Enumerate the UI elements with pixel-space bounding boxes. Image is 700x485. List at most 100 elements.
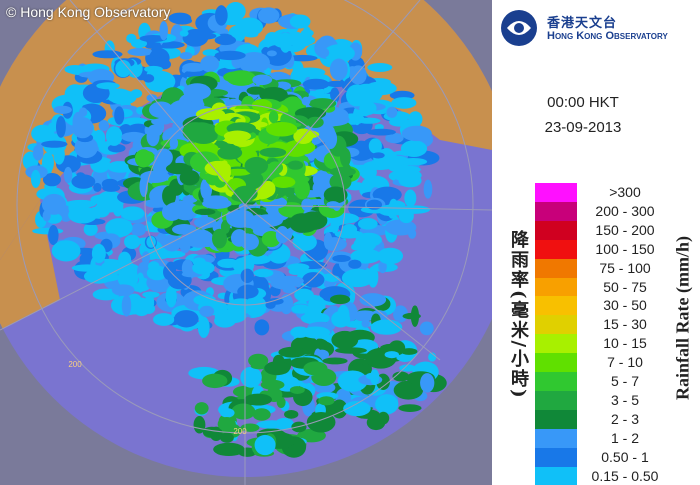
echo bbox=[241, 254, 272, 265]
echo bbox=[101, 178, 119, 190]
echo bbox=[419, 321, 434, 336]
echo bbox=[240, 268, 254, 284]
echo bbox=[132, 297, 151, 317]
echo bbox=[192, 261, 215, 275]
echo bbox=[343, 400, 371, 417]
echo bbox=[194, 216, 217, 229]
echo bbox=[327, 225, 338, 232]
echo bbox=[147, 124, 163, 137]
echo bbox=[235, 17, 264, 37]
echo bbox=[284, 409, 299, 419]
legend-label: 75 - 100 bbox=[599, 259, 651, 276]
echo bbox=[357, 117, 381, 124]
echo bbox=[375, 394, 399, 415]
echo bbox=[260, 379, 285, 390]
echo bbox=[202, 426, 221, 438]
echo bbox=[211, 228, 228, 249]
echo bbox=[301, 326, 331, 339]
echo bbox=[259, 86, 288, 103]
echo bbox=[294, 288, 314, 302]
echo bbox=[289, 386, 305, 394]
echo bbox=[301, 198, 314, 212]
legend-title-chinese: 降雨率(毫米/小時) bbox=[508, 230, 529, 400]
copyright: © Hong Kong Observatory bbox=[6, 4, 171, 20]
legend-swatch bbox=[535, 409, 577, 429]
legend-label: 0.50 - 1 bbox=[601, 448, 649, 465]
echo bbox=[214, 50, 246, 61]
echo bbox=[112, 198, 124, 217]
echo bbox=[193, 294, 216, 306]
legend-label: 15 - 30 bbox=[603, 316, 647, 333]
echo bbox=[389, 198, 398, 212]
echo bbox=[323, 232, 333, 250]
echo bbox=[91, 243, 106, 264]
echo bbox=[187, 32, 217, 40]
legend-label: 10 - 15 bbox=[603, 335, 647, 352]
echo bbox=[265, 301, 276, 309]
range-label: 200 bbox=[68, 360, 82, 369]
echo bbox=[370, 319, 403, 335]
echo bbox=[268, 110, 279, 124]
range-label: 200 bbox=[233, 427, 247, 436]
echo bbox=[179, 51, 193, 60]
legend-swatch bbox=[535, 183, 577, 202]
echo bbox=[252, 74, 273, 86]
echo bbox=[329, 58, 348, 81]
legend-label: >300 bbox=[609, 184, 641, 200]
echo bbox=[348, 259, 362, 269]
legend-label: 7 - 10 bbox=[607, 354, 643, 371]
echo bbox=[220, 408, 235, 418]
echo bbox=[377, 247, 404, 265]
range-rings bbox=[0, 0, 492, 485]
echo bbox=[330, 87, 340, 102]
echo bbox=[266, 50, 277, 57]
echo bbox=[105, 126, 123, 146]
echo bbox=[93, 182, 102, 192]
echo bbox=[83, 222, 98, 236]
echo bbox=[294, 67, 326, 77]
legend-label: 5 - 7 bbox=[610, 373, 639, 389]
echo bbox=[107, 144, 126, 153]
echo bbox=[215, 5, 228, 26]
echo bbox=[78, 71, 109, 78]
echo bbox=[374, 124, 384, 131]
echo bbox=[254, 434, 276, 456]
echo bbox=[223, 130, 252, 142]
echo bbox=[329, 173, 352, 191]
echo bbox=[71, 264, 104, 272]
legend-swatch bbox=[535, 201, 577, 221]
time: 00:00 HKT bbox=[547, 94, 619, 111]
echo bbox=[318, 396, 335, 406]
echo bbox=[408, 111, 423, 127]
echo bbox=[367, 63, 393, 72]
echo bbox=[292, 233, 317, 252]
legend-label: 150 - 200 bbox=[595, 221, 655, 238]
legend-label: 3 - 5 bbox=[610, 391, 639, 408]
echo bbox=[323, 44, 355, 63]
legend-swatch bbox=[535, 258, 577, 278]
echo bbox=[146, 235, 156, 248]
echo bbox=[361, 319, 370, 328]
echo bbox=[111, 284, 135, 296]
echo bbox=[398, 208, 414, 224]
echo bbox=[329, 166, 356, 177]
echo bbox=[151, 118, 161, 125]
echo bbox=[182, 122, 209, 142]
echo bbox=[339, 147, 351, 168]
echo bbox=[289, 14, 311, 29]
echo bbox=[121, 294, 132, 317]
echo bbox=[56, 115, 66, 138]
echo bbox=[118, 251, 132, 268]
echo bbox=[156, 250, 186, 259]
legend-swatch bbox=[535, 334, 577, 354]
echo bbox=[377, 411, 390, 425]
echo bbox=[401, 125, 432, 142]
echo bbox=[63, 166, 73, 184]
echo bbox=[244, 156, 269, 175]
legend-swatch bbox=[535, 390, 577, 410]
echo bbox=[398, 404, 422, 412]
echo bbox=[385, 132, 404, 144]
echo bbox=[341, 268, 374, 288]
echo bbox=[371, 152, 385, 159]
echo bbox=[217, 146, 243, 160]
